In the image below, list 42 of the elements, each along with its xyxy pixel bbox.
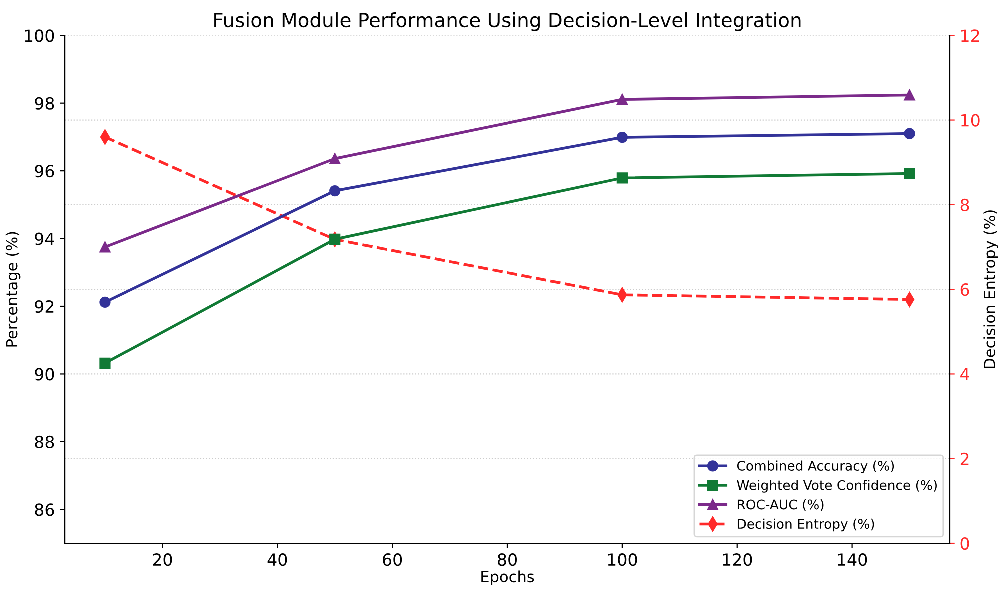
y-axis-title: Percentage (%) bbox=[6, 232, 21, 347]
point bbox=[100, 242, 111, 253]
y2-tick-label: 4 bbox=[960, 368, 970, 381]
y-tick-label: 96 bbox=[35, 165, 54, 178]
x-tick-label: 20 bbox=[153, 554, 172, 566]
y-tick-label: 86 bbox=[35, 504, 54, 516]
x-tick-label: 140 bbox=[838, 554, 868, 566]
legend-label: ROC-AUC (%) bbox=[738, 500, 824, 512]
y2-tick-label: 0 bbox=[960, 537, 970, 550]
x-tick-label: 40 bbox=[268, 554, 288, 566]
x-tick-label: 60 bbox=[383, 554, 402, 566]
legend-label: Combined Accuracy (%) bbox=[737, 460, 894, 474]
point bbox=[616, 172, 628, 184]
point bbox=[330, 185, 341, 197]
point bbox=[904, 168, 916, 180]
x-tick-label: 80 bbox=[498, 554, 517, 566]
point bbox=[330, 153, 341, 164]
point bbox=[904, 128, 916, 140]
y2-tick-label: 10 bbox=[962, 114, 980, 127]
point bbox=[616, 94, 628, 106]
y2-tick-label: 8 bbox=[960, 198, 970, 212]
y2-tick-label: 12 bbox=[962, 30, 980, 42]
legend-label: Decision Entropy (%) bbox=[738, 518, 874, 532]
y2-axis-title: Decision Entropy (%) bbox=[984, 210, 998, 368]
y2-tick-label: 2 bbox=[960, 452, 969, 466]
x-tick-label: 100 bbox=[608, 554, 638, 566]
y-tick-label: 98 bbox=[35, 97, 54, 110]
y-tick-label: 92 bbox=[35, 300, 54, 314]
point bbox=[100, 296, 111, 308]
y-tick-label: 94 bbox=[35, 232, 54, 246]
point bbox=[904, 90, 916, 101]
y-tick-label: 90 bbox=[35, 368, 54, 381]
point bbox=[616, 132, 628, 144]
x-axis-title: Epochs bbox=[482, 570, 534, 586]
legend-label: Weighted Vote Confidence (%) bbox=[737, 480, 937, 493]
y-tick-label: 88 bbox=[35, 436, 54, 449]
point bbox=[330, 234, 341, 246]
y-tick-label: 100 bbox=[25, 30, 54, 42]
x-tick-label: 120 bbox=[723, 554, 752, 566]
y2-tick-label: 6 bbox=[960, 284, 970, 296]
chart-title: Fusion Module Performance Using Decision-Level Integration bbox=[214, 12, 801, 32]
point bbox=[100, 358, 111, 369]
